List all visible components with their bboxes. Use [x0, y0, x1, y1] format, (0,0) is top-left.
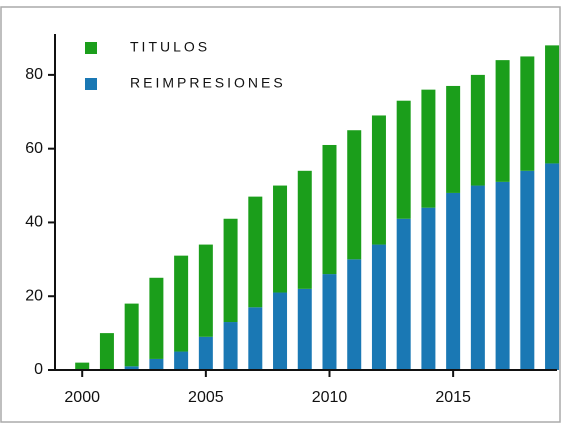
y-tick-label: 60 [25, 140, 43, 157]
bar-segment [297, 288, 312, 370]
bar-segment [470, 185, 485, 370]
y-tick-label: 20 [25, 287, 43, 304]
x-tick-label: 2000 [64, 389, 100, 406]
bar-segment [545, 45, 560, 164]
bar-segment [273, 292, 288, 370]
bar-segment [248, 196, 263, 308]
bar-segment [347, 130, 362, 260]
bar-segment [174, 255, 189, 352]
bar-segment [223, 218, 238, 323]
bar-segment [371, 244, 386, 370]
bar-segment [248, 307, 263, 370]
bar-segment [446, 85, 461, 193]
y-tick-label: 80 [25, 66, 43, 83]
x-tick-label: 2005 [188, 389, 224, 406]
y-tick-label: 0 [34, 361, 43, 378]
bar-segment [421, 89, 436, 208]
bar-segment [421, 207, 436, 370]
bar-segment [297, 170, 312, 289]
y-tick-label: 40 [25, 214, 43, 231]
bar-segment [174, 351, 189, 370]
bar-segment [396, 218, 411, 370]
bar-segment [446, 192, 461, 370]
bar-segment [149, 358, 164, 370]
bar-segment [520, 170, 535, 370]
bar-segment [322, 274, 337, 370]
bar-segment [124, 303, 139, 367]
bar-segment [75, 362, 90, 370]
bar-segment [322, 144, 337, 275]
legend-swatch [85, 78, 97, 90]
bar-segment [396, 100, 411, 219]
bar-segment [198, 244, 213, 337]
x-tick-label: 2015 [435, 389, 471, 406]
bar-segment [198, 336, 213, 370]
frame [0, 6, 561, 423]
bar-segment [99, 333, 114, 370]
legend-label: TITULOS [130, 39, 210, 55]
bar-segment [495, 60, 510, 182]
bar-segment [520, 56, 535, 171]
bar-segment [124, 366, 139, 370]
bar-segment [371, 115, 386, 245]
x-tick-label: 2010 [312, 389, 348, 406]
bar-segment [149, 277, 164, 359]
bar-segment [223, 322, 238, 370]
bar-segment [470, 74, 485, 186]
legend-swatch [85, 42, 97, 54]
bar-segment [273, 185, 288, 293]
bar-segment [347, 259, 362, 370]
legend-label: REIMPRESIONES [130, 75, 286, 91]
bar-segment [495, 181, 510, 370]
bar-segment [545, 163, 560, 370]
